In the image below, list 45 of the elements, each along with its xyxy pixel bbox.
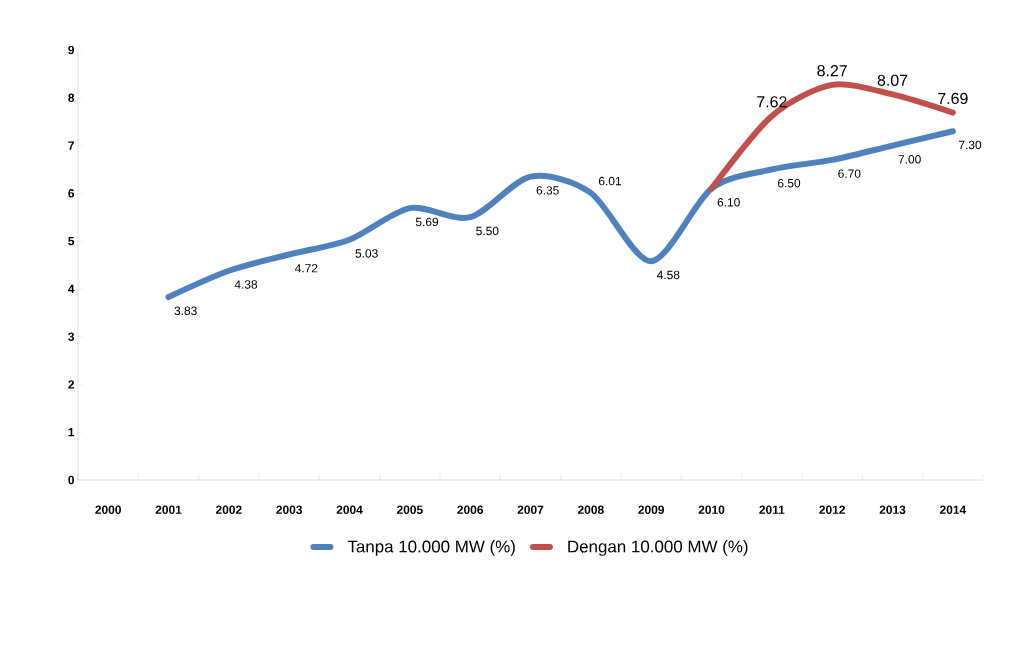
data-label: 5.03 <box>355 249 378 258</box>
data-label: 7.62 <box>757 96 787 108</box>
x-tick-label: 2009 <box>638 505 665 514</box>
data-label: 8.27 <box>817 65 847 77</box>
data-label: 5.69 <box>415 217 439 227</box>
x-tick-label: 2008 <box>577 505 604 514</box>
x-tick-label: 2002 <box>215 505 242 514</box>
data-label: 7.69 <box>938 92 968 105</box>
y-tick-label: 1 <box>68 428 75 437</box>
x-tick-label: 2005 <box>396 505 423 514</box>
x-tick-label: 2011 <box>759 505 785 514</box>
y-tick-label: 5 <box>68 236 75 246</box>
legend-label: Tanpa 10.000 MW (%) <box>347 540 515 556</box>
y-tick-label: 4 <box>68 284 75 293</box>
data-label: 7.30 <box>958 140 982 150</box>
data-label: 6.70 <box>838 169 861 178</box>
y-tick-label: 8 <box>68 93 75 102</box>
x-tick-label: 2012 <box>819 505 845 514</box>
data-label: 7.00 <box>898 155 921 164</box>
data-label: 5.50 <box>476 226 499 236</box>
data-label: 6.01 <box>598 176 622 186</box>
y-tick-label: 9 <box>68 45 75 55</box>
data-label: 4.72 <box>294 264 318 273</box>
x-tick-label: 2006 <box>457 505 484 514</box>
x-tick-label: 2003 <box>276 505 303 515</box>
x-tick-label: 2010 <box>698 505 725 514</box>
y-tick-label: 6 <box>68 189 75 198</box>
x-tick-label: 2000 <box>95 505 121 514</box>
data-label: 4.58 <box>656 270 680 280</box>
data-label: 6.35 <box>536 186 559 195</box>
y-tick-label: 7 <box>68 141 74 150</box>
data-label: 3.83 <box>174 306 197 315</box>
data-label: 6.50 <box>777 178 801 188</box>
data-label: 8.07 <box>877 74 908 86</box>
x-tick-label: 2004 <box>336 505 363 514</box>
y-tick-label: 0 <box>68 475 74 485</box>
y-tick-label: 3 <box>68 332 75 341</box>
data-label: 6.10 <box>717 198 740 207</box>
y-tick-label: 2 <box>68 380 74 389</box>
x-tick-label: 2007 <box>517 505 544 514</box>
x-tick-label: 2001 <box>155 505 182 514</box>
legend-label: Dengan 10.000 MW (%) <box>568 540 748 556</box>
x-tick-label: 2013 <box>879 505 906 515</box>
data-label: 4.38 <box>234 280 258 289</box>
x-tick-label: 2014 <box>939 505 967 514</box>
